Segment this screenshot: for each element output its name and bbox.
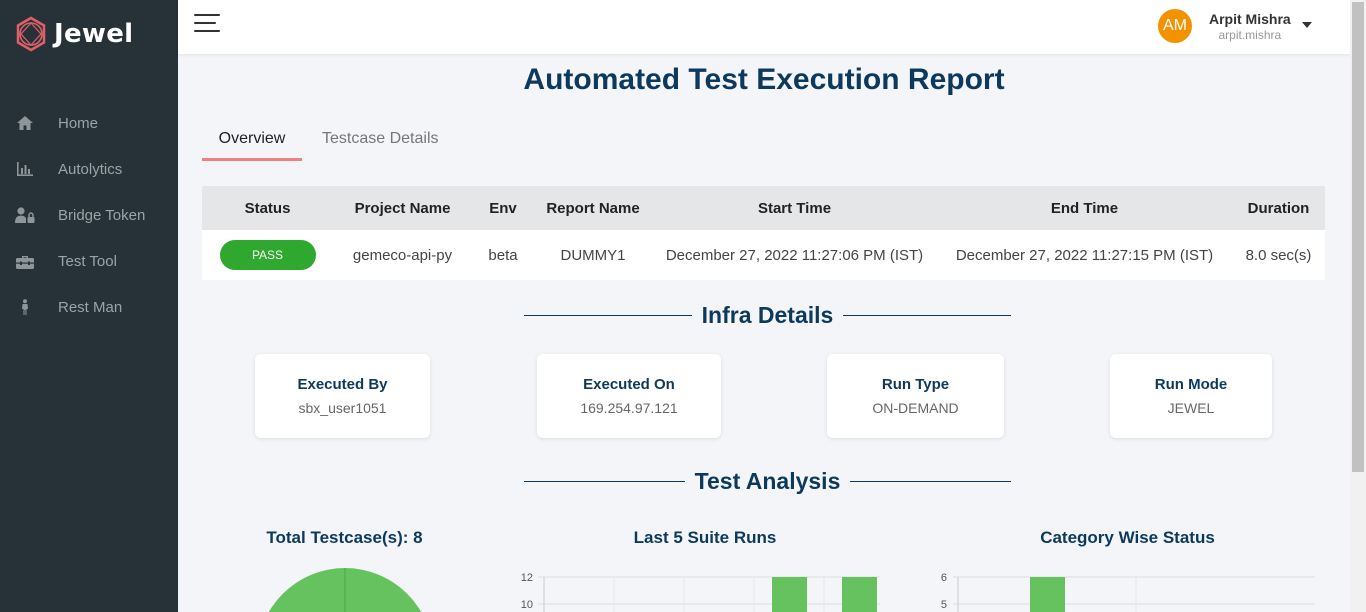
category-status-title: Category Wise Status — [1040, 528, 1215, 547]
sidebar-item-label: Rest Man — [58, 298, 123, 316]
y-tick-label: 10 — [521, 599, 533, 611]
executed-on-card: Executed On 169.254.97.121 — [537, 354, 721, 438]
tab-testcase-details[interactable]: Testcase Details — [322, 130, 439, 147]
report-tabs: Overview Testcase Details — [202, 122, 455, 161]
y-tick-label: 12 — [521, 572, 533, 584]
divider — [524, 481, 685, 482]
card-label: Run Type — [881, 376, 950, 393]
bar[interactable] — [1030, 577, 1065, 612]
y-tick-label: 6 — [941, 572, 947, 584]
bar[interactable] — [772, 577, 807, 612]
end-time-cell: December 27, 2022 11:27:15 PM (IST) — [955, 246, 1214, 264]
top-header: AM Arpit Mishra arpit.mishra — [178, 0, 1350, 54]
env-cell: beta — [488, 246, 518, 264]
sidebar-item-label: Home — [58, 114, 99, 132]
jewel-logo-icon — [16, 16, 46, 52]
app-name: Jewel — [54, 19, 134, 49]
scrollbar-thumb[interactable] — [1352, 2, 1364, 472]
sidebar-item-home[interactable]: Home — [0, 100, 178, 146]
column-header: Start Time — [757, 199, 832, 217]
test-analysis-heading: Test Analysis — [524, 468, 1012, 495]
section-title: Infra Details — [701, 302, 834, 328]
run-type-card: Run Type ON-DEMAND — [827, 354, 1004, 438]
column-header: End Time — [1050, 199, 1119, 217]
card-value: JEWEL — [1167, 400, 1215, 416]
page-title: Automated Test Execution Report — [523, 63, 1005, 96]
divider — [843, 315, 1011, 316]
run-mode-card: Run Mode JEWEL — [1110, 354, 1272, 438]
start-time-cell: December 27, 2022 11:27:06 PM (IST) — [665, 246, 924, 264]
column-header: Report Name — [546, 199, 640, 217]
table-row: PASS gemeco-api-py beta DUMMY1 December … — [202, 230, 1325, 280]
user-lock-icon — [15, 206, 35, 224]
last-5-runs-bar-chart: 12 10 — [521, 572, 880, 612]
sidebar-item-label: Bridge Token — [58, 206, 146, 224]
divider — [850, 481, 1012, 482]
user-menu[interactable]: AM Arpit Mishra arpit.mishra — [1158, 9, 1312, 43]
column-header: Duration — [1247, 199, 1310, 217]
column-header: Env — [489, 199, 517, 217]
chevron-down-icon[interactable] — [1301, 22, 1312, 28]
status-badge: PASS — [219, 240, 316, 270]
sidebar-item-rest-man[interactable]: Rest Man — [0, 284, 178, 330]
card-value: ON-DEMAND — [872, 400, 959, 416]
avatar[interactable]: AM — [1158, 9, 1192, 43]
total-testcases-pie-chart — [268, 568, 422, 612]
report-name-cell: DUMMY1 — [560, 246, 626, 264]
card-value: sbx_user1051 — [298, 400, 387, 416]
sidebar-item-label: Test Tool — [58, 252, 117, 270]
section-title: Test Analysis — [694, 468, 841, 494]
person-icon — [15, 298, 35, 316]
executed-by-card: Executed By sbx_user1051 — [255, 354, 430, 438]
bar[interactable] — [842, 577, 877, 612]
y-tick-label: 5 — [941, 599, 947, 611]
total-testcases-title: Total Testcase(s): 8 — [266, 528, 423, 547]
sidebar-item-autolytics[interactable]: Autolytics — [0, 146, 178, 192]
user-info: Arpit Mishra arpit.mishra — [1209, 11, 1291, 42]
card-label: Executed On — [583, 376, 675, 393]
project-name-cell: gemeco-api-py — [352, 246, 453, 264]
infra-details-heading: Infra Details — [524, 302, 1011, 329]
page-scrollbar[interactable] — [1350, 0, 1366, 612]
column-header: Status — [244, 199, 291, 217]
category-status-bar-chart: 6 5 — [941, 572, 1315, 612]
sidebar: Jewel Home Autolytics Bridge Token Test … — [0, 0, 178, 612]
card-label: Executed By — [297, 376, 388, 393]
tab-overview[interactable]: Overview — [202, 122, 302, 161]
card-label: Run Mode — [1154, 376, 1228, 393]
user-handle: arpit.mishra — [1218, 27, 1282, 42]
sidebar-item-test-tool[interactable]: Test Tool — [0, 238, 178, 284]
home-icon — [15, 114, 35, 132]
column-header: Project Name — [354, 199, 451, 217]
user-name: Arpit Mishra — [1209, 10, 1291, 27]
menu-toggle-icon[interactable] — [194, 14, 220, 34]
report-table: Status Project Name Env Report Name Star… — [202, 186, 1325, 280]
divider — [524, 315, 692, 316]
duration-cell: 8.0 sec(s) — [1245, 246, 1312, 264]
sidebar-item-bridge-token[interactable]: Bridge Token — [0, 192, 178, 238]
card-value: 169.254.97.121 — [580, 400, 678, 416]
toolbox-icon — [15, 252, 35, 270]
status-cell: PASS — [202, 240, 333, 270]
sidebar-item-label: Autolytics — [58, 160, 123, 178]
app-logo[interactable]: Jewel — [14, 16, 133, 52]
sidebar-nav: Home Autolytics Bridge Token Test Tool R… — [0, 100, 178, 330]
last-5-runs-title: Last 5 Suite Runs — [633, 528, 777, 547]
bar-chart-icon — [15, 160, 35, 178]
table-header: Status Project Name Env Report Name Star… — [202, 186, 1325, 230]
